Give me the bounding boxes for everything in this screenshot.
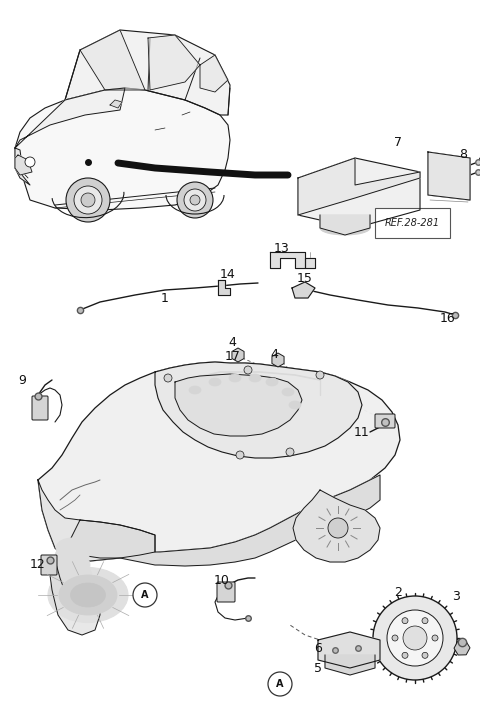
Ellipse shape bbox=[52, 563, 92, 589]
Ellipse shape bbox=[209, 378, 221, 386]
Text: 4: 4 bbox=[270, 349, 278, 362]
Circle shape bbox=[268, 672, 292, 696]
Text: 15: 15 bbox=[297, 271, 313, 284]
Text: 11: 11 bbox=[354, 425, 370, 438]
Polygon shape bbox=[200, 55, 228, 92]
Circle shape bbox=[316, 371, 324, 379]
FancyBboxPatch shape bbox=[217, 582, 235, 602]
Circle shape bbox=[432, 635, 438, 641]
Text: A: A bbox=[276, 679, 284, 689]
Polygon shape bbox=[325, 655, 375, 675]
Polygon shape bbox=[15, 88, 125, 148]
Ellipse shape bbox=[56, 538, 88, 558]
Text: 9: 9 bbox=[18, 373, 26, 386]
Polygon shape bbox=[270, 252, 315, 268]
Text: 14: 14 bbox=[220, 269, 236, 282]
Circle shape bbox=[422, 652, 428, 658]
Polygon shape bbox=[65, 475, 380, 566]
Circle shape bbox=[387, 610, 443, 666]
Circle shape bbox=[402, 652, 408, 658]
Polygon shape bbox=[428, 152, 470, 200]
Polygon shape bbox=[298, 158, 420, 215]
Circle shape bbox=[190, 195, 200, 205]
Circle shape bbox=[177, 182, 213, 218]
Text: A: A bbox=[141, 590, 149, 600]
Text: 16: 16 bbox=[440, 311, 456, 324]
FancyBboxPatch shape bbox=[375, 414, 395, 428]
Circle shape bbox=[184, 189, 206, 211]
Text: REF.28-281: REF.28-281 bbox=[385, 218, 440, 228]
Circle shape bbox=[392, 635, 398, 641]
Text: 1: 1 bbox=[161, 292, 169, 305]
Polygon shape bbox=[48, 560, 100, 635]
Polygon shape bbox=[175, 374, 302, 436]
Text: 6: 6 bbox=[314, 643, 322, 656]
Polygon shape bbox=[428, 152, 470, 200]
Polygon shape bbox=[148, 35, 200, 90]
Text: 5: 5 bbox=[314, 661, 322, 674]
Polygon shape bbox=[155, 362, 362, 458]
Polygon shape bbox=[15, 88, 230, 210]
Circle shape bbox=[244, 366, 252, 374]
Polygon shape bbox=[218, 280, 230, 295]
Polygon shape bbox=[298, 158, 420, 228]
Text: 12: 12 bbox=[30, 559, 46, 572]
Ellipse shape bbox=[59, 575, 117, 615]
Ellipse shape bbox=[54, 553, 90, 577]
Circle shape bbox=[164, 374, 172, 382]
Ellipse shape bbox=[229, 374, 241, 382]
Polygon shape bbox=[38, 362, 400, 562]
Ellipse shape bbox=[71, 583, 106, 607]
Ellipse shape bbox=[289, 401, 301, 409]
Ellipse shape bbox=[55, 545, 89, 567]
Polygon shape bbox=[15, 148, 30, 185]
Ellipse shape bbox=[249, 374, 261, 382]
Ellipse shape bbox=[320, 221, 370, 235]
Circle shape bbox=[403, 626, 427, 650]
Text: 13: 13 bbox=[274, 243, 290, 256]
Ellipse shape bbox=[189, 386, 201, 394]
Polygon shape bbox=[15, 155, 32, 175]
Circle shape bbox=[25, 157, 35, 167]
Ellipse shape bbox=[282, 388, 294, 396]
Ellipse shape bbox=[48, 567, 128, 622]
Circle shape bbox=[66, 178, 110, 222]
FancyBboxPatch shape bbox=[32, 396, 48, 420]
Ellipse shape bbox=[266, 378, 278, 386]
Polygon shape bbox=[110, 100, 122, 108]
Polygon shape bbox=[292, 282, 315, 298]
Polygon shape bbox=[320, 215, 370, 235]
Polygon shape bbox=[65, 30, 230, 115]
Polygon shape bbox=[318, 632, 380, 668]
Text: 8: 8 bbox=[459, 149, 467, 162]
Text: 17: 17 bbox=[225, 349, 241, 362]
FancyBboxPatch shape bbox=[41, 555, 57, 575]
Text: 10: 10 bbox=[214, 575, 230, 588]
Circle shape bbox=[236, 451, 244, 459]
Polygon shape bbox=[38, 480, 155, 562]
Text: 2: 2 bbox=[394, 586, 402, 599]
Circle shape bbox=[74, 186, 102, 214]
Circle shape bbox=[133, 583, 157, 607]
Text: 4: 4 bbox=[228, 336, 236, 349]
Ellipse shape bbox=[50, 574, 94, 602]
Polygon shape bbox=[80, 30, 145, 90]
Polygon shape bbox=[293, 490, 380, 562]
Circle shape bbox=[402, 618, 408, 624]
Circle shape bbox=[422, 618, 428, 624]
Circle shape bbox=[328, 518, 348, 538]
Circle shape bbox=[81, 193, 95, 207]
Circle shape bbox=[286, 448, 294, 456]
Circle shape bbox=[373, 596, 457, 680]
Text: 3: 3 bbox=[452, 591, 460, 604]
Text: 7: 7 bbox=[394, 136, 402, 149]
